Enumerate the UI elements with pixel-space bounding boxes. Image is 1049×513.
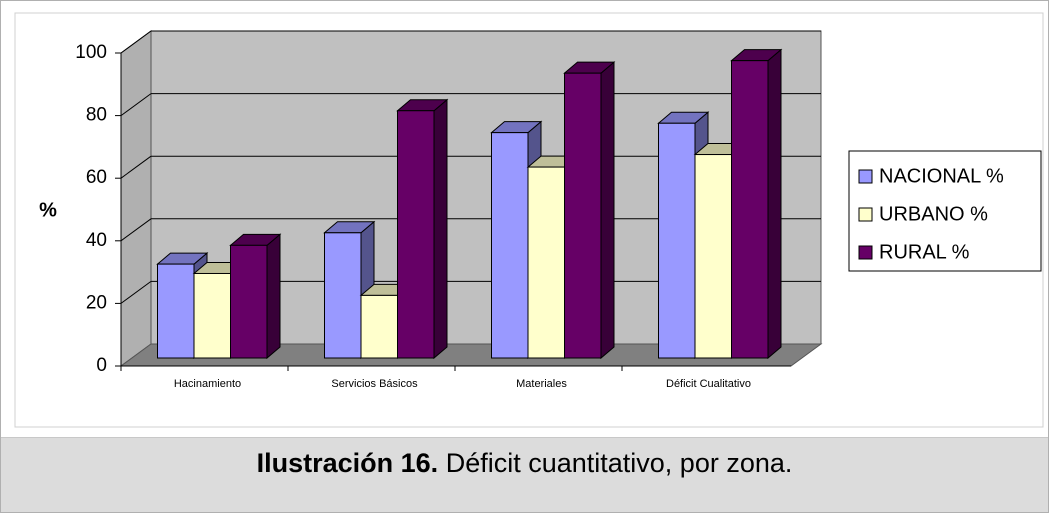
bar [230,244,268,359]
bar [193,272,231,359]
grid-line-side [120,93,152,117]
bar [658,122,696,359]
side-wall [120,30,152,367]
bar [397,110,435,359]
chart: % 0 20 40 60 80 100 Hacinamiento Servicios Bási… [14,12,1044,428]
bar [564,72,602,359]
legend-label: NACIONAL % [879,165,1004,187]
bar [157,263,195,359]
caption: Ilustración 16. Déficit cuantitativo, po… [1,437,1048,512]
grid-line-side [120,30,152,54]
bar [491,132,529,359]
y-tick-label: 0 [96,355,107,376]
grid-line-side [120,155,152,179]
x-tick-label: Servicios Básicos [331,378,418,390]
bar-side [266,233,281,360]
bar-side [600,61,615,360]
bar [360,294,398,359]
x-tick-label: Déficit Cualitativo [666,378,751,390]
x-tick-label: Materiales [516,378,567,390]
legend-swatch [858,245,873,260]
bar-side [433,98,448,360]
legend-box [848,150,1042,272]
y-tick-label: 20 [86,292,107,313]
legend-label: RURAL % [879,241,970,263]
bar [694,154,732,359]
y-axis-label: % [39,199,57,221]
bar [731,60,769,359]
bar [324,232,362,359]
y-tick-label: 100 [75,42,107,63]
legend-label: URBANO % [879,203,988,225]
y-tick-label: 60 [86,167,107,188]
legend-swatch [858,169,873,184]
grid-line-side [120,280,152,304]
legend-swatch [858,207,873,222]
bar-side [767,48,782,360]
grid-line-side [120,218,152,242]
y-tick-label: 80 [86,105,107,126]
caption-label: Ilustración 16. [256,448,439,478]
caption-text: Déficit cuantitativo, por zona. [445,448,793,478]
x-tick-label: Hacinamiento [174,378,241,390]
y-tick-label: 40 [86,230,107,251]
bar [527,166,565,359]
